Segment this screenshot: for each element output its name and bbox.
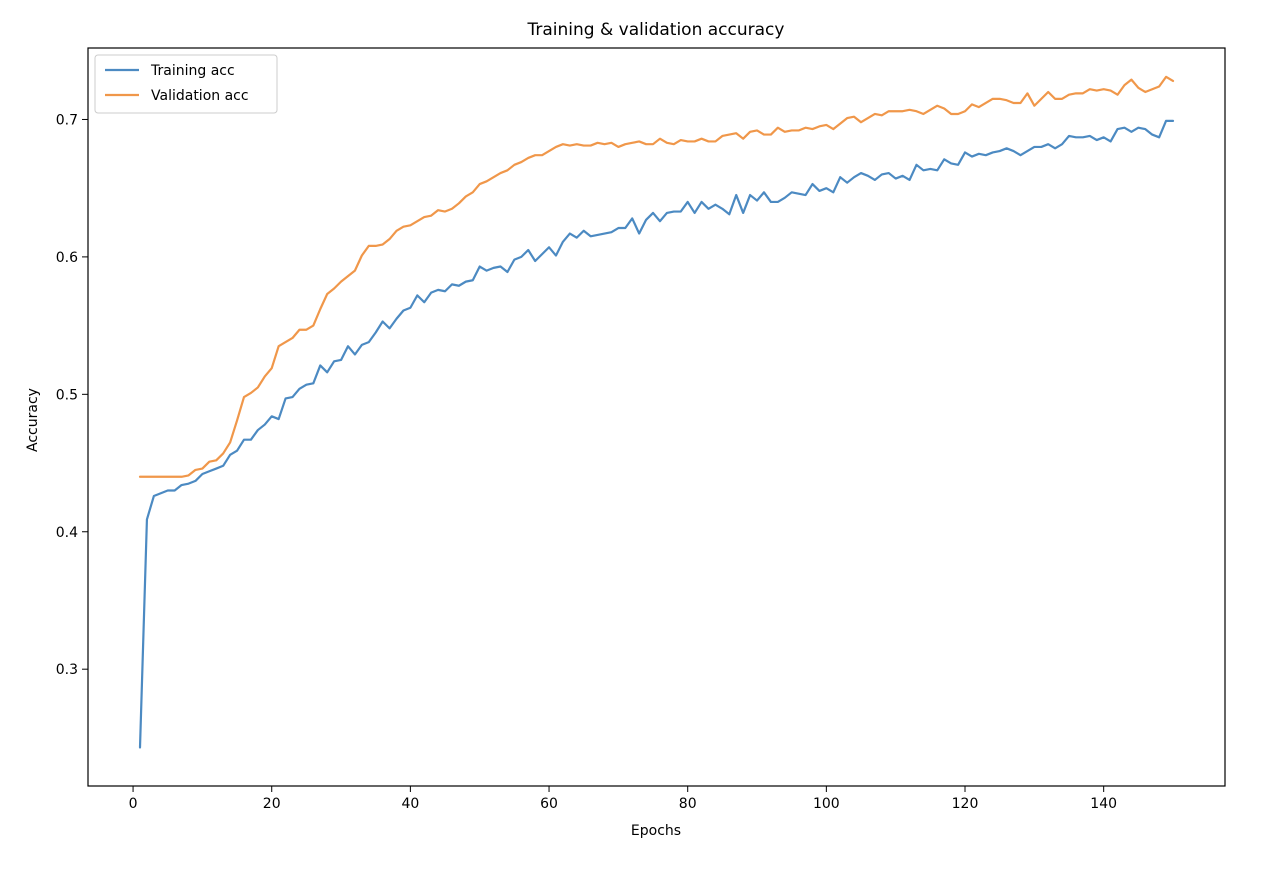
y-tick-label: 0.6 — [56, 250, 78, 266]
x-tick-label: 40 — [401, 796, 419, 812]
y-tick-label: 0.7 — [56, 112, 78, 128]
legend-box — [94, 54, 278, 114]
plot-frame — [87, 47, 1226, 787]
legend: Training acc Validation acc — [94, 54, 278, 114]
axes: 0 20 40 60 80 100 120 140 0.3 0.4 0.5 0.6 0.7 — [56, 47, 1226, 812]
legend-label-training-acc: Training acc — [150, 63, 235, 79]
y-tick-label: 0.3 — [56, 662, 78, 678]
y-tick-label: 0.5 — [56, 387, 78, 403]
y-axis-title: Accuracy — [25, 388, 41, 452]
plot-area — [138, 75, 1175, 749]
series-line-validation-acc — [138, 75, 1175, 478]
x-tick-label: 120 — [952, 796, 979, 812]
x-tick-label: 140 — [1090, 796, 1117, 812]
x-tick-label: 80 — [679, 796, 697, 812]
x-tick-label: 20 — [263, 796, 281, 812]
x-tick-label: 60 — [540, 796, 558, 812]
x-tick-label: 0 — [129, 796, 138, 812]
chart-title: Training & validation accuracy — [527, 20, 785, 40]
x-tick-label: 100 — [813, 796, 840, 812]
x-axis-title: Epochs — [631, 823, 681, 839]
series-line-training-acc — [138, 119, 1175, 749]
legend-label-validation-acc: Validation acc — [151, 88, 249, 104]
y-tick-label: 0.4 — [56, 525, 78, 541]
